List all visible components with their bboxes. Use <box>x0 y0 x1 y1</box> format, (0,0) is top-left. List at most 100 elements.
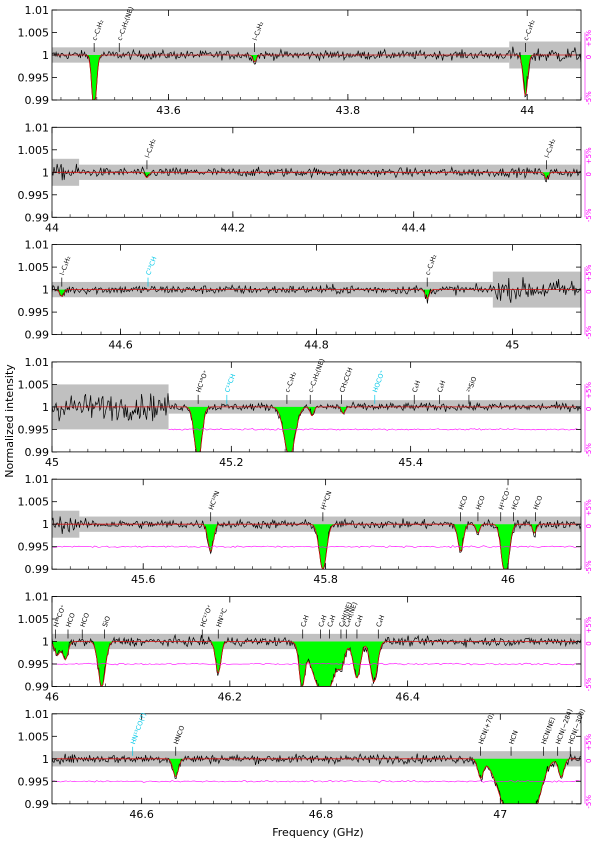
y-tick-label: 0.99 <box>25 329 50 342</box>
x-tick-label: 45 <box>45 456 59 469</box>
y-tick-label: 1 <box>42 284 49 297</box>
residual-line <box>52 779 581 783</box>
x-tick-label: 45.8 <box>313 573 338 586</box>
line-identification-label: HC¹⁸N <box>207 490 221 511</box>
x-tick-label: 44.6 <box>108 339 133 352</box>
y-tick-label: 0.99 <box>25 681 50 694</box>
line-identification-label: HOCO⁺ <box>371 369 386 393</box>
line-identification-label: HCO <box>510 494 522 510</box>
model-fill <box>52 55 581 100</box>
residual-axis-label: -5% <box>585 325 593 339</box>
y-tick-label: 0.995 <box>18 658 50 671</box>
x-tick-label: 46.2 <box>218 691 243 704</box>
y-tick-label: 1.005 <box>18 496 50 509</box>
line-identification-label: SiO <box>101 615 112 628</box>
x-tick-label: 45.2 <box>219 456 244 469</box>
y-tick-label: 1.01 <box>25 239 50 252</box>
y-tick-label: 1.01 <box>25 4 50 17</box>
spectrum-line <box>52 277 581 304</box>
line-identification-label: C¹³CH <box>223 373 237 394</box>
model-fill <box>52 641 581 687</box>
residual-axis-label: -5% <box>585 443 593 457</box>
x-tick-label: 46.4 <box>395 691 420 704</box>
x-tick-label: 46 <box>45 691 59 704</box>
residual-axis-label: +5% <box>585 499 593 516</box>
line-identification-label: l–C₃H₂ <box>143 137 157 159</box>
residual-line <box>168 428 581 431</box>
line-identification-label: HC¹⁸O⁺ <box>195 369 210 394</box>
residual-line <box>52 544 581 549</box>
y-tick-label: 0.995 <box>18 72 50 85</box>
x-axis-title: Frequency (GHz) <box>272 826 363 839</box>
residual-axis-label: 0 <box>585 55 593 59</box>
x-tick-label: 46.6 <box>129 808 154 821</box>
y-tick-label: 1.005 <box>18 730 50 743</box>
residual-axis-label: 0 <box>585 524 593 528</box>
line-identification-label: c–C₃H₂ <box>424 253 439 276</box>
line-identification-label: C₄H <box>375 614 387 628</box>
model-line <box>52 171 581 180</box>
model-line <box>52 289 581 300</box>
y-tick-label: 1.01 <box>25 591 50 604</box>
y-tick-label: 0.995 <box>18 189 50 202</box>
residual-axis-label: +5% <box>585 30 593 47</box>
line-identification-label: HN¹³CO(?) <box>129 712 148 746</box>
line-identification-label: C₄H <box>326 614 338 628</box>
residual-axis-label: +5% <box>585 264 593 281</box>
y-tick-label: 1.01 <box>25 356 50 369</box>
x-tick-label: 44 <box>520 104 534 117</box>
y-tick-label: 0.99 <box>25 446 50 459</box>
y-tick-label: 1.01 <box>25 121 50 134</box>
y-tick-label: 0.99 <box>25 94 50 107</box>
x-tick-label: 47 <box>493 808 507 821</box>
line-identification-label: c–C₃H₂ <box>91 18 106 41</box>
y-tick-label: 0.995 <box>18 541 50 554</box>
line-identification-label: l–C₃H₂ <box>543 137 557 159</box>
line-identification-label: c–C₃H₂(NE) <box>116 6 136 42</box>
model-fill <box>52 758 581 804</box>
panel: 1.01 1.005 1 0.995 0.99 46.6 46.8 47 +5% 0 -5% HN¹³… <box>18 708 594 821</box>
y-tick-label: 0.995 <box>18 775 50 788</box>
line-identification-label: HNCO <box>172 725 186 746</box>
line-identification-label: ²⁹SiO <box>465 376 478 394</box>
y-tick-label: 1 <box>42 636 49 649</box>
y-tick-label: 1.005 <box>18 27 50 40</box>
x-tick-label: 46 <box>501 573 515 586</box>
model-line <box>52 523 581 570</box>
line-identification-label: HCO <box>79 612 91 628</box>
line-identification-label: l–C₃H₂ <box>58 255 72 277</box>
line-identification-label: HCO <box>64 612 76 628</box>
residual-axis-label: +5% <box>585 616 593 633</box>
panel: 1.01 1.005 1 0.995 0.99 45.6 45.8 46 +5% 0 -5% HC¹⁸… <box>18 473 594 586</box>
residual-axis-label: 0 <box>585 407 593 411</box>
line-identification-label: c–C₃H₂ <box>283 370 298 393</box>
residual-axis-label: -5% <box>585 208 593 222</box>
line-identification-label: H¹³CN <box>319 490 333 511</box>
line-identification-label: C₆H <box>411 379 423 393</box>
x-tick-label: 44 <box>45 221 59 234</box>
x-tick-label: 45.6 <box>131 573 156 586</box>
line-identification-label: HCO <box>457 494 469 510</box>
line-identification-label: c–C₃H₂ <box>522 18 537 41</box>
model-line <box>52 641 581 687</box>
x-tick-label: 46.8 <box>309 808 334 821</box>
y-tick-label: 1.005 <box>18 144 50 157</box>
panel: 1.01 1.005 1 0.995 0.99 44.6 44.8 45 +5% 0 -5% l–C₃… <box>18 239 594 352</box>
model-line <box>52 758 581 804</box>
line-identification-label: C₆H <box>436 379 448 393</box>
line-identification-label: c–C₃H₂(NE) <box>307 357 327 393</box>
y-tick-label: 0.995 <box>18 306 50 319</box>
residual-axis-label: -5% <box>585 795 593 809</box>
residual-axis-label: +5% <box>585 382 593 399</box>
y-tick-label: 0.99 <box>25 798 50 811</box>
y-tick-label: 0.99 <box>25 211 50 224</box>
residual-line <box>52 662 581 666</box>
line-identification-label: C₄H <box>353 614 365 628</box>
residual-axis-label: 0 <box>585 289 593 293</box>
line-identification-label: HCO <box>532 494 544 510</box>
line-identification-label: l–C₃H₂ <box>251 20 265 42</box>
line-identification-label: HCO <box>474 494 486 510</box>
